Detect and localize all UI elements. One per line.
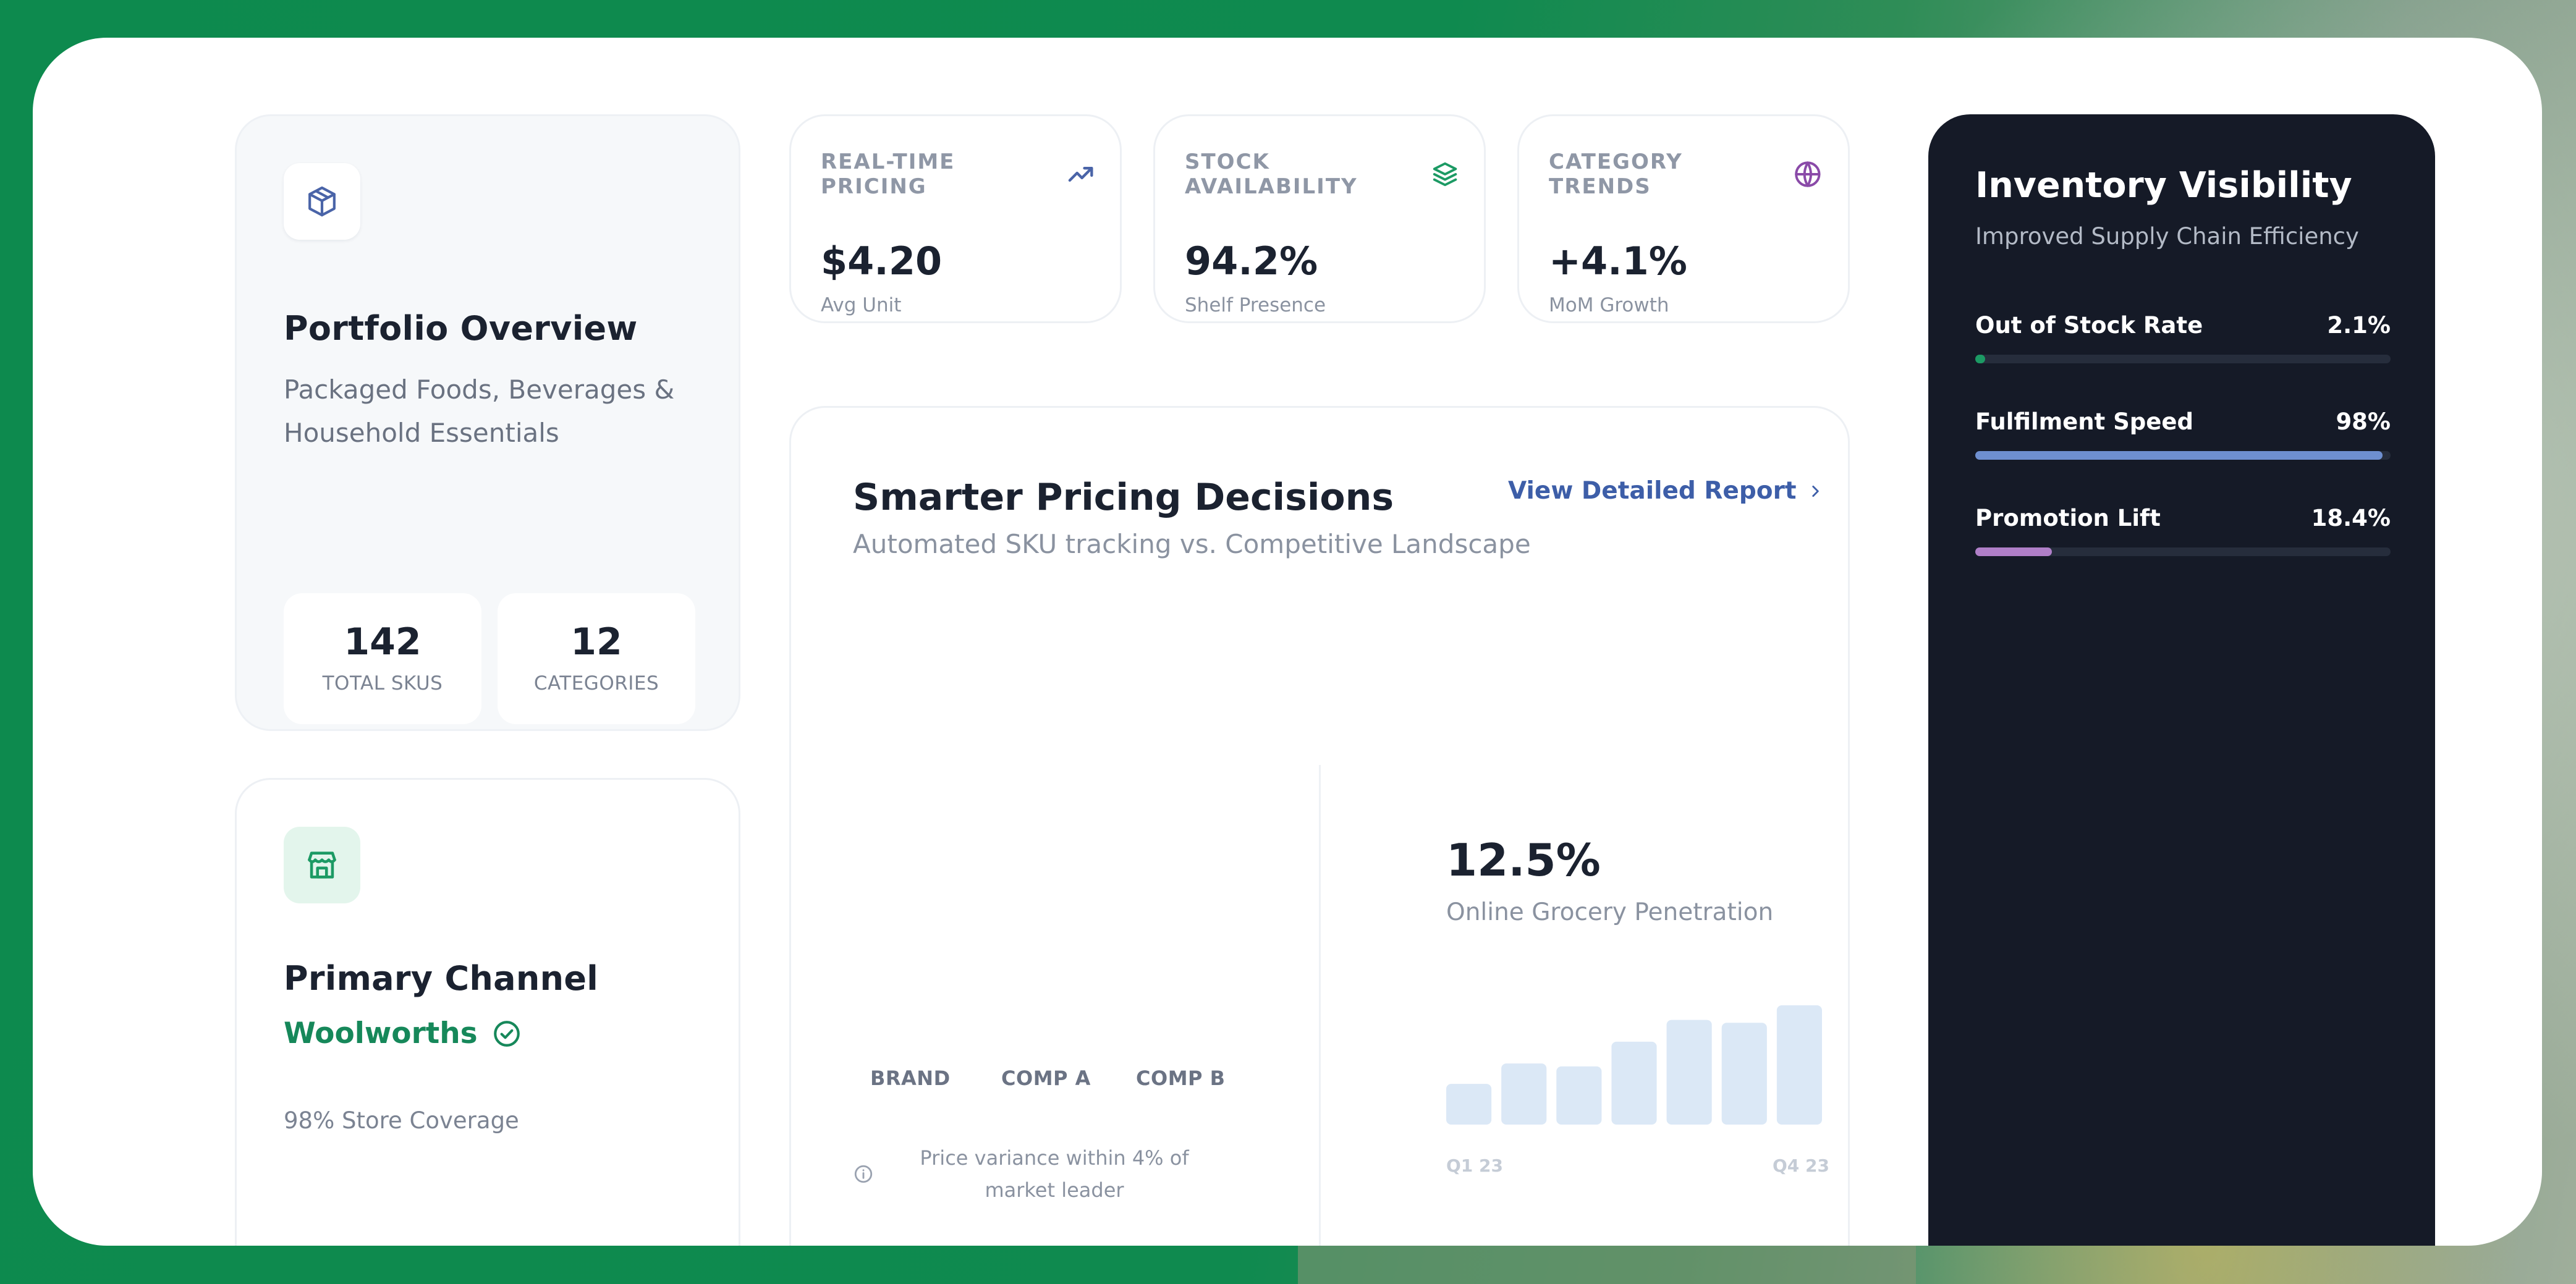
x-tick-label-first: Q1 23 bbox=[1446, 1155, 1503, 1176]
column-comp-b: COMP B bbox=[1136, 1066, 1226, 1090]
package-icon bbox=[308, 186, 336, 217]
kpi-header: REAL-TIME PRICING bbox=[821, 150, 1095, 199]
kpi-value: +4.1% bbox=[1549, 239, 1687, 284]
metric-value: 2.1% bbox=[2327, 312, 2391, 339]
kpi-label: REAL-TIME PRICING bbox=[821, 150, 955, 199]
progress-fill bbox=[1975, 355, 1986, 363]
bar-6 bbox=[1776, 1005, 1822, 1125]
kpi-sub: Avg Unit bbox=[821, 294, 902, 316]
link-label: View Detailed Report bbox=[1508, 477, 1797, 505]
column-comp-a: COMP A bbox=[1001, 1066, 1091, 1090]
stat-value: 142 bbox=[344, 620, 422, 664]
kpi-value: $4.20 bbox=[821, 239, 943, 284]
stat-label: TOTAL SKUS bbox=[322, 672, 443, 695]
info-icon bbox=[854, 1165, 873, 1183]
x-tick-label-last: Q4 23 bbox=[1773, 1155, 1829, 1176]
globe-icon bbox=[1795, 161, 1821, 187]
bar-5 bbox=[1721, 1023, 1767, 1125]
column-brand: BRAND bbox=[870, 1066, 951, 1090]
stat-total-skus: 142 TOTAL SKUS bbox=[284, 593, 481, 724]
portfolio-description: Packaged Foods, Beverages & Household Es… bbox=[284, 374, 675, 448]
kpi-card-stock-availability: STOCK AVAILABILITY 94.2% Shelf Presence bbox=[1153, 114, 1486, 323]
metric-label: Promotion Lift bbox=[1975, 505, 2161, 531]
metric-label: Out of Stock Rate bbox=[1975, 312, 2203, 339]
inventory-subtitle: Improved Supply Chain Efficiency bbox=[1975, 223, 2359, 250]
store-icon bbox=[308, 851, 336, 879]
kpi-header: STOCK AVAILABILITY bbox=[1185, 150, 1459, 199]
kpi-label: STOCK AVAILABILITY bbox=[1185, 150, 1358, 199]
kpi-label: CATEGORY TRENDS bbox=[1549, 150, 1683, 199]
dashboard-frame: Portfolio Overview Packaged Foods, Bever… bbox=[33, 38, 2542, 1246]
metric-fulfilment-speed: Fulfilment Speed 98% bbox=[1975, 408, 2391, 460]
stat-categories: 12 CATEGORIES bbox=[498, 593, 695, 724]
store-icon-tile bbox=[284, 827, 360, 903]
pricing-subtitle: Automated SKU tracking vs. Competitive L… bbox=[853, 529, 1531, 559]
metric-value: 98% bbox=[2336, 408, 2391, 435]
progress-track bbox=[1975, 451, 2391, 460]
package-icon-tile bbox=[284, 163, 360, 240]
store-coverage: 98% Store Coverage bbox=[284, 1107, 519, 1134]
bar-2 bbox=[1556, 1066, 1602, 1125]
portfolio-overview-card: Portfolio Overview Packaged Foods, Bever… bbox=[235, 114, 740, 731]
kpi-card-real-time-pricing: REAL-TIME PRICING $4.20 Avg Unit bbox=[789, 114, 1122, 323]
primary-channel-card: Primary Channel Woolworths 98% Store Cov… bbox=[235, 778, 740, 1246]
bar-0 bbox=[1446, 1084, 1492, 1125]
pricing-title: Smarter Pricing Decisions bbox=[853, 476, 1394, 519]
price-variance-note: Price variance within 4% of market leade… bbox=[853, 1142, 1224, 1206]
chevron-right-icon bbox=[1812, 485, 1820, 497]
channel-title: Primary Channel bbox=[284, 959, 599, 998]
kpi-sub: MoM Growth bbox=[1549, 294, 1669, 316]
check-circle-icon bbox=[493, 1020, 520, 1047]
progress-fill bbox=[1975, 451, 2383, 460]
progress-track bbox=[1975, 355, 2391, 363]
bar-1 bbox=[1501, 1063, 1547, 1125]
bar-3 bbox=[1611, 1041, 1657, 1125]
retailer-name: Woolworths bbox=[284, 1016, 478, 1050]
kpi-card-category-trends: CATEGORY TRENDS +4.1% MoM Growth bbox=[1517, 114, 1850, 323]
stat-value: 12 bbox=[570, 620, 622, 664]
note-text: Price variance within 4% of market leade… bbox=[920, 1146, 1189, 1202]
retailer-row: Woolworths bbox=[284, 1016, 522, 1050]
inventory-visibility-card: Inventory Visibility Improved Supply Cha… bbox=[1928, 114, 2435, 1246]
metric-label: Fulfilment Speed bbox=[1975, 408, 2193, 435]
trend-up-icon bbox=[1068, 166, 1093, 182]
stat-label: CATEGORIES bbox=[533, 672, 659, 695]
kpi-value: 94.2% bbox=[1185, 239, 1318, 284]
progress-fill bbox=[1975, 547, 2052, 556]
penetration-bar-chart bbox=[1446, 1005, 1822, 1125]
metric-out-of-stock: Out of Stock Rate 2.1% bbox=[1975, 312, 2391, 363]
kpi-header: CATEGORY TRENDS bbox=[1549, 150, 1823, 199]
view-detailed-report-link[interactable]: View Detailed Report bbox=[1508, 477, 1823, 505]
metric-value: 18.4% bbox=[2311, 505, 2391, 531]
layers-icon bbox=[1433, 162, 1457, 187]
kpi-sub: Shelf Presence bbox=[1185, 294, 1326, 316]
progress-track bbox=[1975, 547, 2391, 556]
inventory-title: Inventory Visibility bbox=[1975, 165, 2352, 206]
section-divider bbox=[1319, 765, 1321, 1246]
penetration-label: Online Grocery Penetration bbox=[1446, 898, 1774, 926]
metric-promotion-lift: Promotion Lift 18.4% bbox=[1975, 505, 2391, 556]
portfolio-title: Portfolio Overview bbox=[284, 309, 638, 348]
bar-4 bbox=[1666, 1020, 1712, 1125]
penetration-value: 12.5% bbox=[1446, 834, 1601, 886]
pricing-decisions-card: Smarter Pricing Decisions Automated SKU … bbox=[789, 406, 1850, 1246]
